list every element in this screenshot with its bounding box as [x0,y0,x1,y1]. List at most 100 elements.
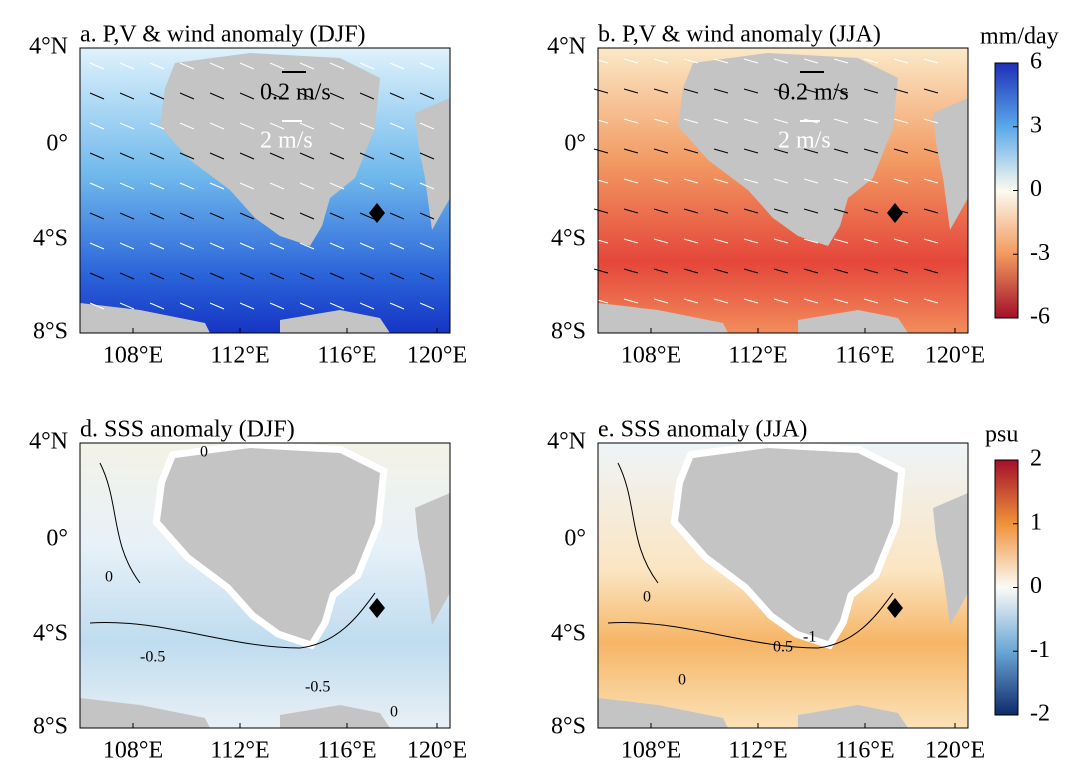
wind-vector [269,152,285,160]
land [415,98,450,230]
wind-vector [299,92,315,100]
wind-vector [179,212,195,220]
wind-vector [653,238,669,244]
wind-vector [329,272,345,280]
wind-vector [419,122,435,130]
site-marker [369,598,385,618]
wind-vector [329,92,345,100]
contour-line [89,592,376,649]
wind-vector [773,88,789,94]
wind-vector [179,272,195,280]
wind-vector [593,178,609,184]
wind-vector [923,58,939,64]
panel-title: d. SSS anomaly (DJF) [80,417,295,443]
wind-vector [269,62,285,70]
reference-label: 0.2 m/s [778,80,849,106]
lat-tick-label: 8°S [551,714,586,740]
wind-vector [893,268,909,274]
wind-vector [389,242,405,250]
wind-vector [299,182,315,190]
wind-vector [923,298,939,304]
colorbar-tick-label: -1 [1030,637,1050,663]
wind-vector [179,242,195,250]
wind-vector [209,122,225,130]
lon-tick-label: 112°E [210,738,269,764]
wind-vector [683,268,699,274]
wind-vector [119,272,135,280]
wind-vector [683,58,699,64]
wind-vector [743,208,759,214]
wind-vector [713,178,729,184]
lat-tick-label: 4°N [547,429,586,455]
wind-vector [299,272,315,280]
wind-vector [389,122,405,130]
wind-vector [623,58,639,64]
contour-line [617,462,659,584]
lat-tick-label: 4°N [29,429,68,455]
wind-vector [179,62,195,70]
contour-label: 0 [390,704,398,721]
wind-vector [299,302,315,310]
site-marker [887,203,903,223]
wind-vector [179,152,195,160]
wind-vector [803,208,819,214]
wind-vector [209,62,225,70]
wind-vector [683,178,699,184]
colorbar-tick-label: 2 [1030,446,1042,472]
wind-vector [119,122,135,130]
wind-vector [269,272,285,280]
lon-tick-label: 112°E [728,738,787,764]
wind-vector [653,88,669,94]
panel-title: e. SSS anomaly (JJA) [598,417,807,443]
wind-vector [893,118,909,124]
land [280,310,390,333]
lat-tick-label: 4°S [33,621,68,647]
wind-vector [239,242,255,250]
wind-vector [863,88,879,94]
wind-vector [623,268,639,274]
wind-vector [329,182,345,190]
wind-vector [419,212,435,220]
wind-vector [803,178,819,184]
colorbar-tick-label: 0 [1030,176,1042,202]
map-frame [79,47,451,334]
wind-vector [713,88,729,94]
lat-tick-label: 8°S [33,714,68,740]
wind-vector [863,238,879,244]
contour-label: 0.5 [773,639,793,656]
lat-tick-label: 0° [46,131,68,157]
wind-vector [149,272,165,280]
wind-vector [743,178,759,184]
wind-vector [359,212,375,220]
colorbar-tick-label: -6 [1030,304,1050,330]
wind-vector [593,238,609,244]
wind-vector [389,212,405,220]
lon-tick-label: 112°E [210,343,269,369]
wind-vector [833,298,849,304]
wind-vector [239,212,255,220]
wind-vector [89,122,105,130]
colorbar-tick-label: -3 [1030,240,1050,266]
wind-vector [149,122,165,130]
wind-vector [743,118,759,124]
wind-vector [773,238,789,244]
wind-vector [359,122,375,130]
lat-tick-label: 8°S [551,319,586,345]
wind-vector [683,118,699,124]
wind-vector [683,148,699,154]
wind-vector [389,272,405,280]
contour-label: 0 [105,569,113,586]
lon-tick-label: 112°E [728,343,787,369]
land [80,698,210,728]
lat-tick-label: 4°N [29,34,68,60]
lat-tick-label: 4°N [547,34,586,60]
wind-vector [713,58,729,64]
wind-vector [683,88,699,94]
wind-vector [803,268,819,274]
wind-vector [653,178,669,184]
wind-vector [863,208,879,214]
wind-vector [179,122,195,130]
wind-vector [593,118,609,124]
wind-vector [389,302,405,310]
wind-vector [743,268,759,274]
